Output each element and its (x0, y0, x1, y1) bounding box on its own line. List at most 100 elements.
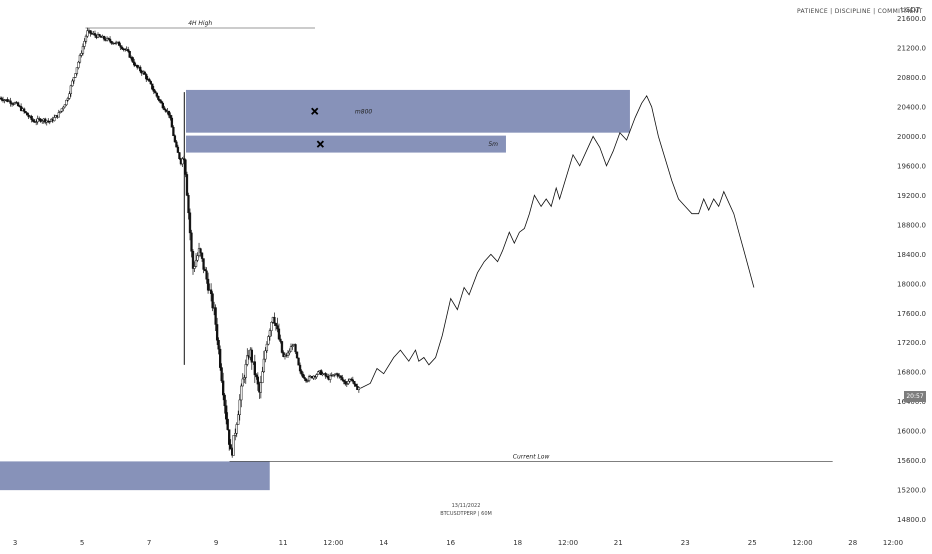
x-tick-label: 9 (214, 539, 218, 547)
candle-body (78, 55, 82, 63)
candle-body (148, 78, 151, 82)
candle-body (286, 352, 290, 356)
candle-body (172, 126, 175, 136)
candle-body (341, 377, 344, 381)
candle-body (27, 114, 30, 118)
candle-body (158, 99, 161, 102)
candle-body (288, 351, 291, 354)
candle-body (9, 100, 12, 104)
level-label: 4H High (188, 20, 212, 27)
candle-body (226, 418, 229, 430)
candle-body (164, 109, 168, 112)
candle-body (163, 107, 166, 111)
candle-body (218, 348, 222, 368)
candle-body (206, 278, 210, 291)
x-tick-label: 7 (147, 539, 151, 547)
candle-body (215, 324, 219, 341)
candle-body (228, 429, 231, 445)
candle-body (342, 379, 345, 382)
candle-body (176, 146, 180, 153)
zone-box (185, 135, 506, 153)
candle-body (246, 355, 249, 365)
candle-body (268, 330, 272, 337)
candle-body (344, 381, 347, 385)
candle-body (297, 357, 300, 366)
candle-body (240, 385, 243, 401)
candle-body (39, 118, 42, 122)
y-tick-label: 19200.0 (897, 192, 926, 200)
candle-body (62, 106, 65, 109)
candle-body (315, 374, 318, 378)
y-tick-label: 21600.0 (897, 15, 926, 23)
cross-icon (316, 140, 325, 148)
y-tick-label: 21200.0 (897, 44, 926, 52)
tagline: PATIENCE | DISCIPLINE | COMMITMENT (797, 8, 923, 15)
x-tick-label: 12:00 (883, 539, 903, 547)
candle-body (188, 212, 192, 234)
candle-body (108, 38, 112, 42)
y-tick-label: 20400.0 (897, 103, 926, 111)
candle-body (274, 323, 278, 326)
candle-body (320, 370, 323, 376)
candle-body (36, 118, 39, 123)
zone-label: m800 (355, 108, 372, 115)
candle-body (300, 370, 303, 375)
candle-body (298, 364, 302, 372)
candle-body (173, 135, 177, 143)
candle-body (157, 96, 160, 100)
y-tick-label: 18400.0 (897, 251, 926, 259)
candle-body (336, 373, 339, 377)
candle-body (333, 374, 336, 376)
candle-body (202, 258, 205, 270)
candle-body (22, 108, 26, 112)
candle-body (102, 36, 106, 40)
candle-body (234, 433, 237, 436)
candle-body (107, 37, 110, 40)
y-tick-label: 14800.0 (897, 516, 926, 524)
x-tick-label: 3 (13, 539, 17, 547)
candle-body (24, 111, 27, 113)
candle-body (351, 379, 354, 382)
y-tick-label: 17600.0 (897, 310, 926, 318)
x-tick-label: 12:00 (792, 539, 812, 547)
candle-body (161, 102, 164, 109)
candle-body (25, 112, 29, 116)
candle-body (289, 346, 293, 352)
candle-body (294, 344, 297, 353)
candle-body (295, 351, 299, 359)
y-tick-label: 19600.0 (897, 162, 926, 170)
candle-body (187, 195, 190, 214)
candle-body (0, 97, 3, 100)
candle-body (304, 378, 308, 382)
candle-body (353, 381, 356, 385)
candle-body (279, 338, 282, 342)
candle-body (6, 99, 9, 102)
y-tick-label: 18800.0 (897, 221, 926, 229)
candle-body (329, 375, 332, 380)
candle-body (191, 251, 195, 269)
candle-body (211, 293, 214, 309)
candle-body (41, 120, 44, 122)
projection-line (360, 94, 755, 389)
candle-body (277, 328, 281, 340)
candle-body (243, 377, 246, 380)
candle-body (143, 71, 146, 75)
candle-body (120, 46, 124, 50)
candle-body (155, 92, 158, 97)
candle-body (267, 336, 270, 345)
candle-body (77, 61, 80, 68)
candle-body (253, 361, 256, 376)
candle-body (19, 106, 23, 111)
candle-body (139, 66, 142, 72)
candle-body (357, 387, 361, 391)
y-tick-label: 16400.0 (897, 398, 926, 406)
candle-body (160, 100, 163, 104)
candle-body (98, 34, 101, 37)
candle-body (291, 345, 294, 347)
x-tick-label: 12:00 (558, 539, 578, 547)
candle-body (193, 266, 196, 269)
candle-body (75, 67, 79, 74)
candle-body (262, 358, 266, 373)
